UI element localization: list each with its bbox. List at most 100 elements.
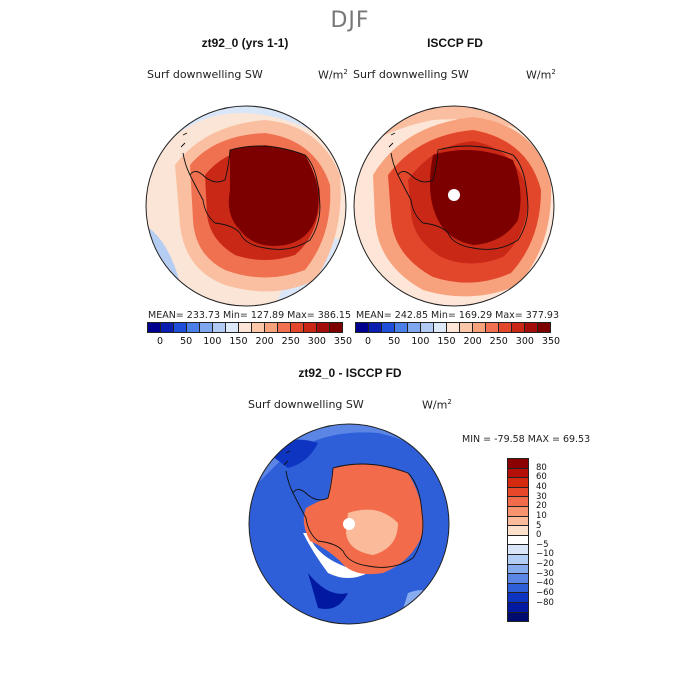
colorbar-swatch [200,323,213,332]
left-variable-label: Surf downwelling SW [147,68,263,81]
colorbar-swatch [356,323,369,332]
diff-colorbar-tick-label: 0 [536,530,542,541]
diff-colorbar-swatch [508,526,528,536]
diff-map-light-interior [346,509,398,555]
diff-colorbar-tick-label: −80 [536,597,554,608]
colorbar-tick-label: 350 [333,336,353,347]
right-variable-label: Surf downwelling SW [353,68,469,81]
diff-colorbar-tick-label: 10 [536,510,547,521]
diff-units-label: W/m2 [422,398,452,412]
diff-colorbar-tick-label: −20 [536,559,554,570]
colorbar-tick-label: 200 [255,336,274,347]
diff-colorbar [507,458,529,622]
diff-colorbar-swatch [508,612,528,622]
diff-colorbar-swatch [508,554,528,565]
colorbar-swatch [434,323,447,332]
colorbar-swatch [187,323,200,332]
right-map [353,105,555,307]
right-units-label: W/m2 [526,68,556,82]
colorbar-tick-label: 0 [365,336,372,347]
colorbar-swatch [538,323,550,332]
season-title: DJF [330,8,370,33]
colorbar-tick-label: 100 [203,336,222,347]
colorbar-tick-label: 300 [515,336,534,347]
left-units-label: W/m2 [318,68,348,82]
diff-colorbar-swatch [508,535,528,546]
diff-colorbar-swatch [508,593,528,603]
colorbar-swatch [382,323,395,332]
colorbar-swatch [447,323,460,332]
diff-variable-label: Surf downwelling SW [248,398,364,411]
colorbar-swatch [317,323,330,332]
colorbar-tick-label: 0 [157,336,164,347]
colorbar-swatch [148,323,161,332]
colorbar-swatch [278,323,291,332]
colorbar-swatch [226,323,239,332]
colorbar-swatch [421,323,434,332]
colorbar-swatch [525,323,538,332]
colorbar-tick-label: 300 [307,336,326,347]
diff-colorbar-tick-label: 20 [536,501,547,512]
colorbar-swatch [369,323,382,332]
diff-panel-title: zt92_0 - ISCCP FD [298,366,402,380]
right-map-peninsula [388,132,399,176]
colorbar-swatch [213,323,226,332]
diff-colorbar-swatch [508,583,528,594]
colorbar-swatch [395,323,408,332]
colorbar-tick-label: 150 [437,336,456,347]
colorbar-swatch [161,323,174,332]
colorbar-tick-label: 50 [180,336,193,347]
right-colorbar-ticks: 0 50 100 150 200 250 300 350 [355,336,560,348]
diff-colorbar-swatch [508,574,528,584]
colorbar-tick-label: 250 [489,336,508,347]
diff-map-pole-hole [343,518,355,530]
colorbar-tick-label: 250 [281,336,300,347]
diff-colorbar-tick-label: 60 [536,472,547,483]
diff-colorbar-swatch [508,545,528,555]
colorbar-swatch [408,323,421,332]
diff-colorbar-swatch [508,602,528,613]
colorbar-swatch [252,323,265,332]
left-panel-title: zt92_0 (yrs 1-1) [201,36,289,50]
left-colorbar-ticks: 0 50 100 150 200 250 300 350 [147,336,352,348]
diff-colorbar-swatch [508,564,528,575]
diff-colorbar-tick-label: −60 [536,588,554,599]
diff-colorbar-swatch [508,516,528,527]
diff-colorbar-tick-label: 80 [536,462,547,473]
colorbar-swatch [460,323,473,332]
right-stats: MEAN= 242.85 Min= 169.29 Max= 377.93 [356,310,560,321]
diff-colorbar-swatch [508,506,528,517]
colorbar-swatch [291,323,304,332]
diff-colorbar-tick-label: 30 [536,491,547,502]
colorbar-swatch [174,323,187,332]
right-map-plateau [429,150,521,245]
diff-colorbar-swatch [508,497,528,507]
colorbar-swatch [265,323,278,332]
diff-map-coastline [292,463,424,568]
diff-colorbar-swatch [508,487,528,498]
diff-stats: MIN = -79.58 MAX = 69.53 [462,434,591,445]
diff-colorbar-swatch [508,468,528,479]
diff-colorbar-tick-label: −40 [536,578,554,589]
diff-colorbar-ticks: 80 60 40 30 20 10 5 0 −5 −10 −20 −30 −40 −60 −80 [536,458,576,622]
right-colorbar [355,322,551,333]
diff-map [248,423,450,625]
diff-colorbar-swatch [508,459,528,469]
colorbar-tick-label: 350 [541,336,561,347]
right-map-pole-hole [448,189,460,201]
left-map-plateau [228,146,319,246]
diff-colorbar-tick-label: −10 [536,549,554,560]
colorbar-tick-label: 100 [411,336,430,347]
diff-colorbar-swatch [508,478,528,488]
colorbar-swatch [486,323,499,332]
diff-colorbar-tick-label: −5 [536,539,549,550]
colorbar-swatch [473,323,486,332]
left-stats: MEAN= 233.73 Min= 127.89 Max= 386.15 [148,310,352,321]
colorbar-swatch [239,323,252,332]
diff-colorbar-tick-label: −30 [536,568,554,579]
diff-colorbar-tick-label: 5 [536,520,542,531]
left-colorbar [147,322,343,333]
diff-map-peninsula [283,450,294,494]
left-map-peninsula [180,132,191,176]
colorbar-swatch [499,323,512,332]
